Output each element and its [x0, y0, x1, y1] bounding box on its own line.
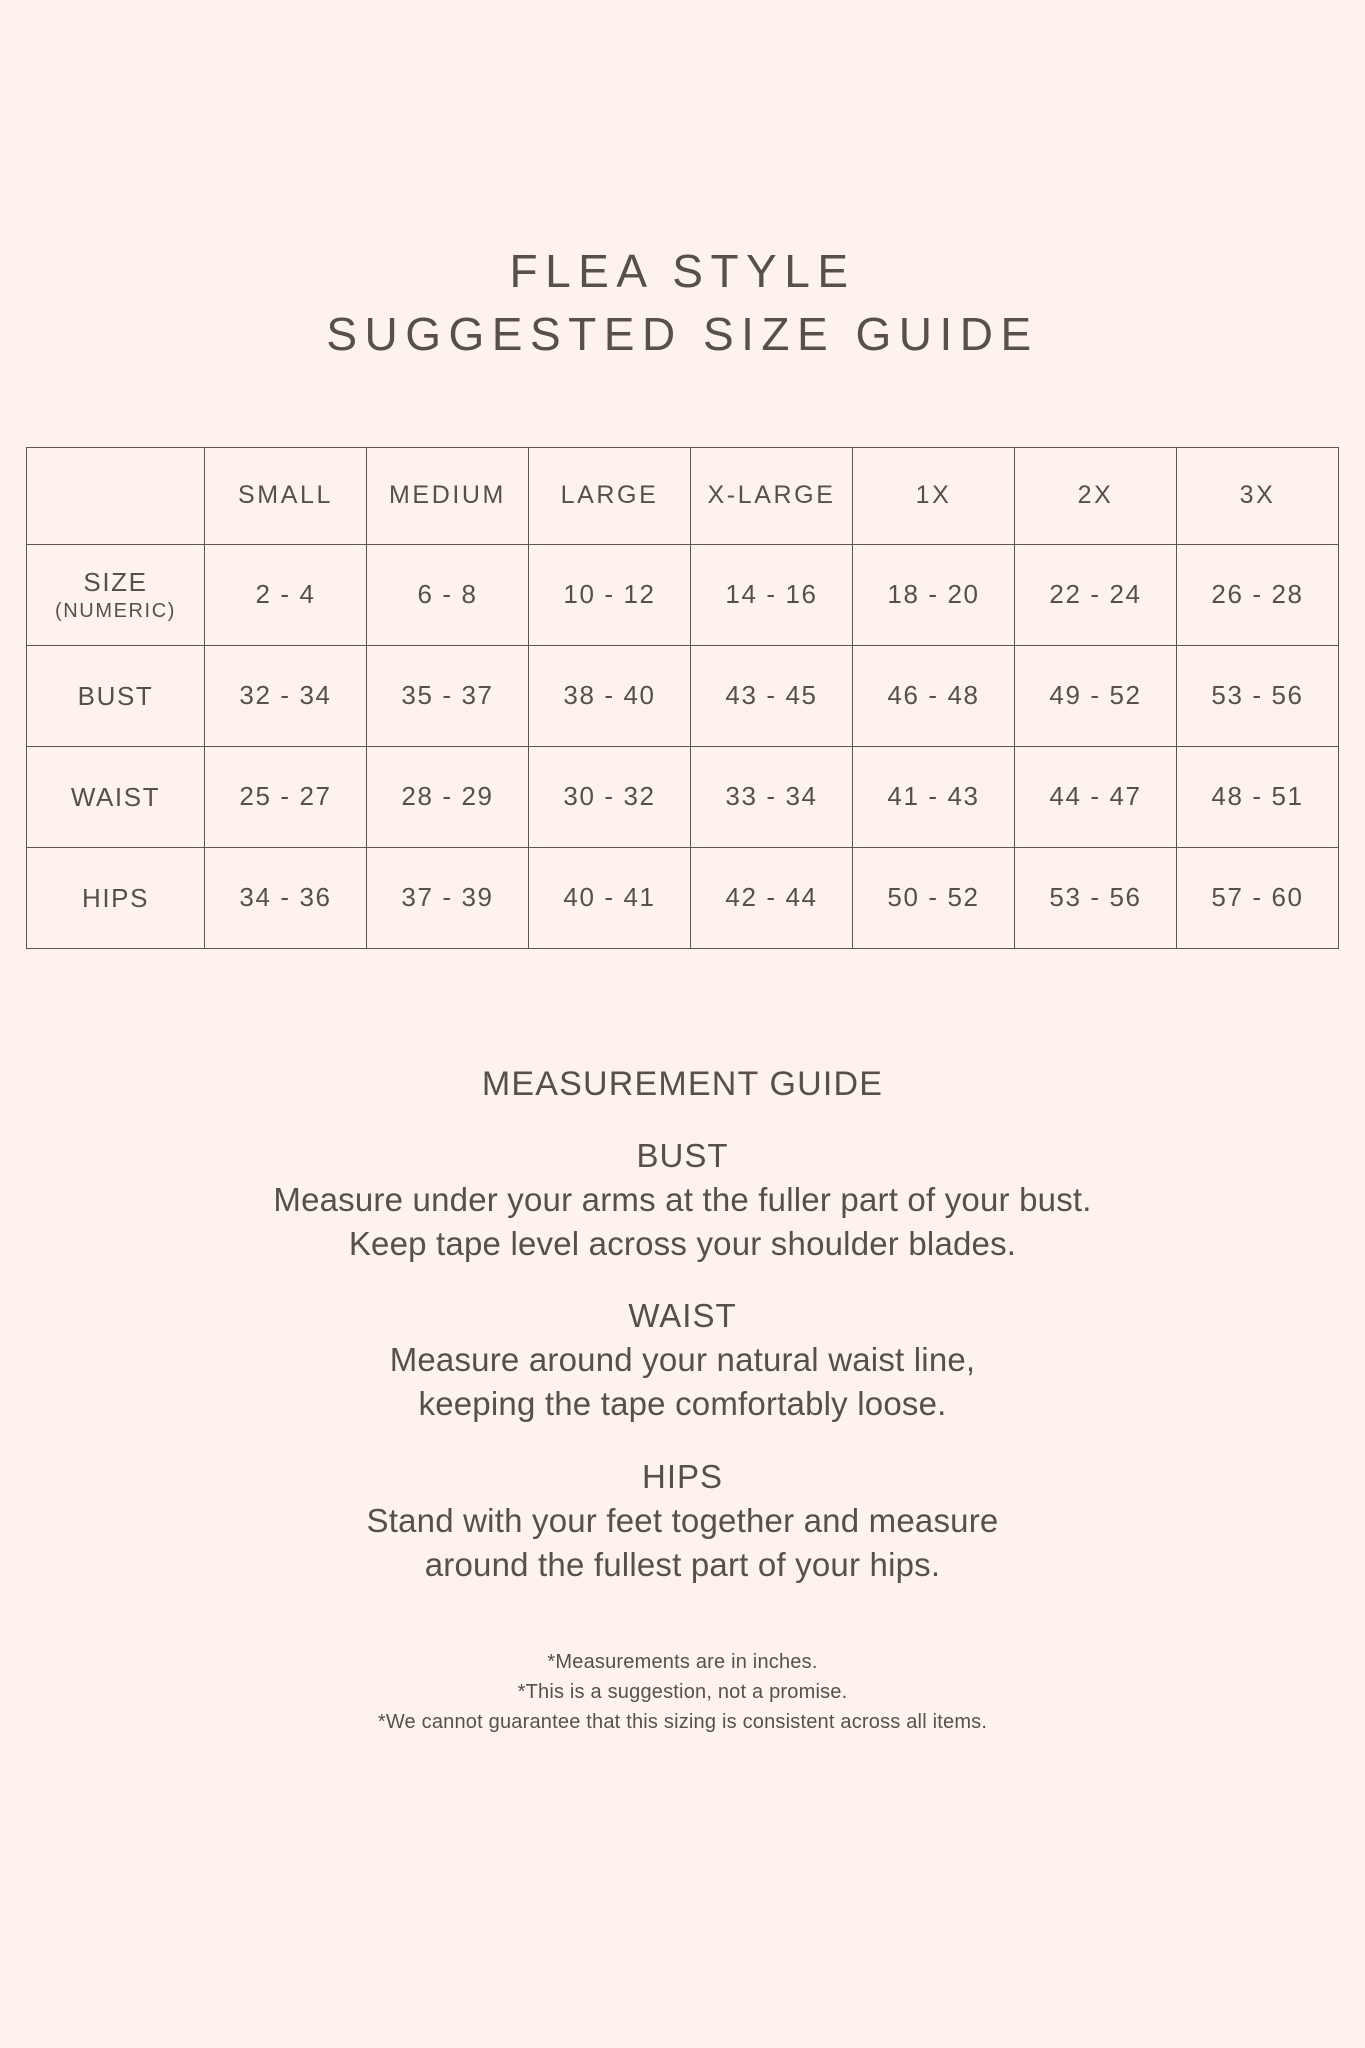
table-cell: 53 - 56	[1176, 644, 1339, 747]
table-cell: 50 - 52	[852, 846, 1015, 949]
table-row-label-main: WAIST	[70, 781, 161, 812]
table-row-label: HIPS	[26, 846, 205, 949]
measurement-guide-heading: MEASUREMENT GUIDE	[481, 1064, 884, 1103]
measurement-guide-line: around the fullest part of your hips.	[424, 1545, 941, 1583]
table-cell: 28 - 29	[366, 745, 529, 848]
size-table-container: SMALL MEDIUM LARGE X-LARGE 1X 2X 3X SIZE (NUMER…	[26, 446, 1339, 949]
measurement-guide-line: Measure under your arms at the fuller pa…	[273, 1180, 1092, 1218]
measurement-guide-line: Stand with your feet together and measur…	[366, 1501, 999, 1539]
table-cell: 32 - 34	[204, 644, 367, 747]
table-row-label: SIZE (NUMERIC)	[26, 543, 205, 646]
table-row: BUST 32 - 34 35 - 37 38 - 40 43 - 45 46 - 48 4…	[26, 644, 1339, 747]
page-title: FLEA STYLE SUGGESTED SIZE GUIDE	[26, 0, 1339, 367]
table-column-header: 2X	[1014, 446, 1177, 545]
table-row: HIPS 34 - 36 37 - 39 40 - 41 42 - 44 50 - 52 5…	[26, 846, 1339, 949]
table-cell: 35 - 37	[366, 644, 529, 747]
table-row: WAIST 25 - 27 28 - 29 30 - 32 33 - 34 41 - 43…	[26, 745, 1339, 848]
table-cell: 6 - 8	[366, 543, 529, 646]
table-cell: 2 - 4	[204, 543, 367, 646]
table-row-label: WAIST	[26, 745, 205, 848]
table-cell: 22 - 24	[1014, 543, 1177, 646]
table-cell: 26 - 28	[1176, 543, 1339, 646]
table-column-header: LARGE	[528, 446, 691, 545]
table-cell: 37 - 39	[366, 846, 529, 949]
table-cell: 41 - 43	[852, 745, 1015, 848]
table-row-label: BUST	[26, 644, 205, 747]
table-cell: 30 - 32	[528, 745, 691, 848]
measurement-guide-section-title: WAIST	[628, 1297, 737, 1335]
table-cell: 42 - 44	[690, 846, 853, 949]
table-row-label-main: BUST	[77, 680, 154, 711]
measurement-guide-section: WAIST Measure around your natural waist l…	[26, 1295, 1339, 1426]
table-column-header: 3X	[1176, 446, 1339, 545]
measurement-guide-section-title: HIPS	[641, 1458, 724, 1496]
measurement-guide-line: Keep tape level across your shoulder bla…	[348, 1224, 1017, 1262]
table-row-label-main: SIZE	[83, 567, 148, 598]
table-cell: 10 - 12	[528, 543, 691, 646]
table-cell: 14 - 16	[690, 543, 853, 646]
table-column-header: SMALL	[204, 446, 367, 545]
title-line-subject: SUGGESTED SIZE GUIDE	[326, 308, 1039, 361]
table-cell: 18 - 20	[852, 543, 1015, 646]
table-header-row: SMALL MEDIUM LARGE X-LARGE 1X 2X 3X	[26, 446, 1339, 545]
table-row-label-sub: (NUMERIC)	[54, 599, 177, 622]
table-cell: 43 - 45	[690, 644, 853, 747]
table-column-header: 1X	[852, 446, 1015, 545]
measurement-guide-section: HIPS Stand with your feet together and me…	[26, 1456, 1339, 1587]
title-line-brand: FLEA STYLE	[509, 245, 856, 297]
table-cell: 44 - 47	[1014, 745, 1177, 848]
footnote-line: *This is a suggestion, not a promise.	[517, 1680, 848, 1703]
measurement-guide-sections: BUST Measure under your arms at the fulle…	[26, 1135, 1339, 1587]
table-cell: 57 - 60	[1176, 846, 1339, 949]
table-cell: 33 - 34	[690, 745, 853, 848]
table-cell: 46 - 48	[852, 644, 1015, 747]
table-row-label-main: HIPS	[81, 882, 150, 913]
measurement-guide-section-title: BUST	[636, 1136, 729, 1174]
footnote-line: *Measurements are in inches.	[547, 1650, 818, 1673]
footnote-line: *We cannot guarantee that this sizing is…	[377, 1710, 988, 1733]
footnotes: *Measurements are in inches. *This is a s…	[26, 1647, 1339, 1737]
measurement-guide: MEASUREMENT GUIDE BUST Measure under your…	[26, 1064, 1339, 1587]
table-cell: 34 - 36	[204, 846, 367, 949]
measurement-guide-section: BUST Measure under your arms at the fulle…	[26, 1135, 1339, 1266]
table-cell: 25 - 27	[204, 745, 367, 848]
table-column-header: X-LARGE	[690, 446, 853, 545]
table-cell: 49 - 52	[1014, 644, 1177, 747]
table-cell: 38 - 40	[528, 644, 691, 747]
measurement-guide-line: Measure around your natural waist line,	[389, 1341, 976, 1379]
table-cell: 48 - 51	[1176, 745, 1339, 848]
table-cell: 53 - 56	[1014, 846, 1177, 949]
size-chart-table: SMALL MEDIUM LARGE X-LARGE 1X 2X 3X SIZE (NUMER…	[26, 446, 1339, 949]
measurement-guide-line: keeping the tape comfortably loose.	[418, 1385, 947, 1423]
table-corner-cell	[26, 446, 205, 545]
table-cell: 40 - 41	[528, 846, 691, 949]
table-column-header: MEDIUM	[366, 446, 529, 545]
